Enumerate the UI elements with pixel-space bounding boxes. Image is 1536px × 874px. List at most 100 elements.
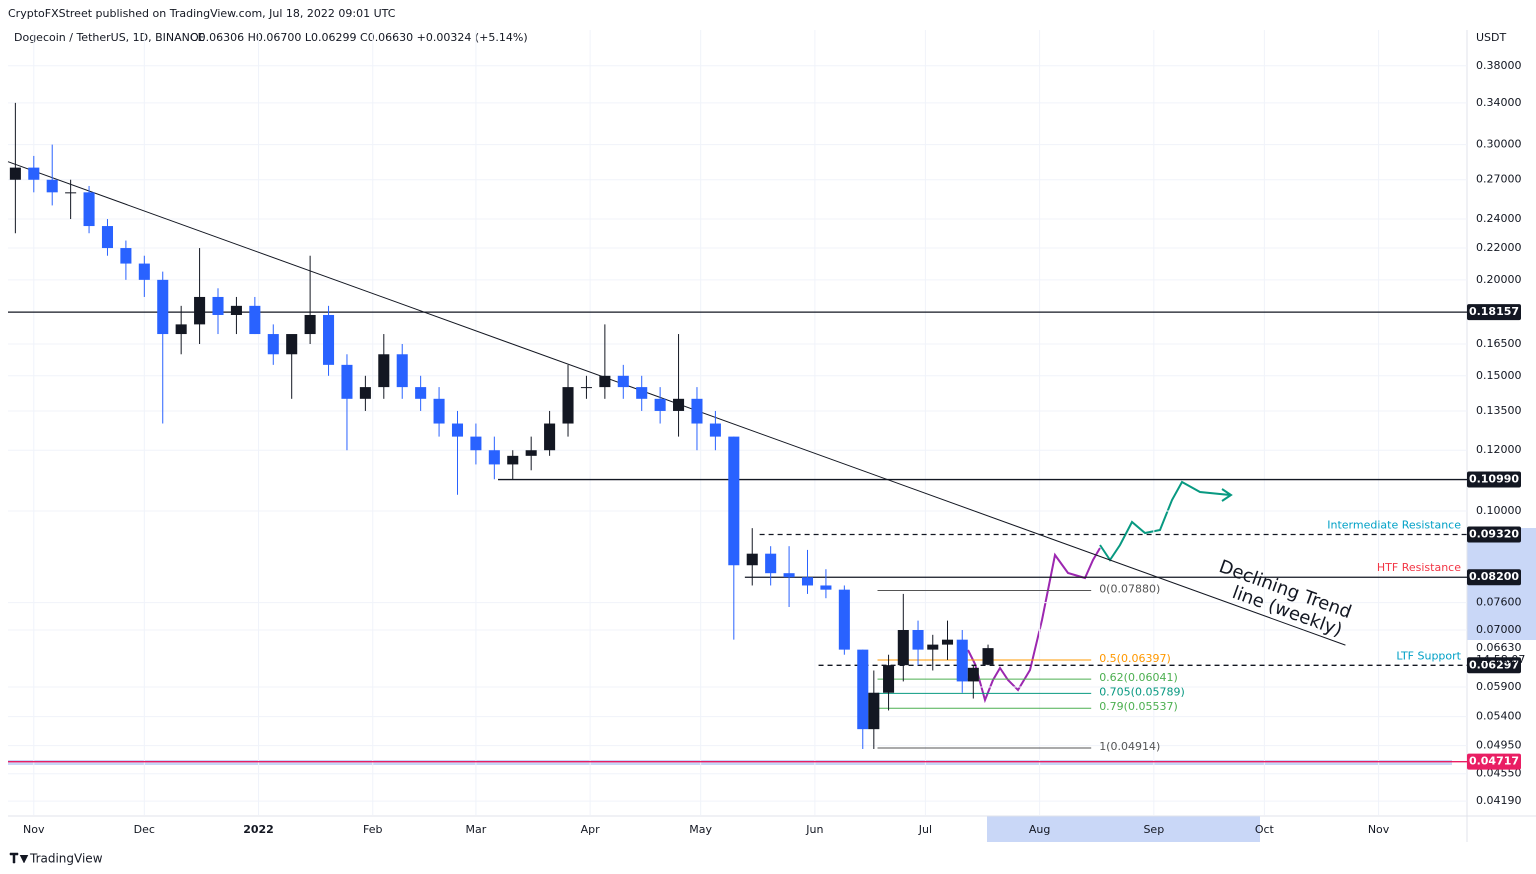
candle-body (927, 644, 939, 650)
x-tick-label: Mar (466, 823, 487, 836)
x-tick-label: Sep (1143, 823, 1164, 836)
last-price: 0.06630 (1476, 641, 1522, 654)
y-tick-label: 0.15000 (1476, 369, 1522, 382)
candle-body (138, 263, 150, 280)
y-tick-label: 0.05900 (1476, 680, 1522, 693)
y-tick-label: 0.22000 (1476, 241, 1522, 254)
candle-body (783, 573, 795, 578)
candle-body (46, 179, 58, 193)
x-tick-label: Jul (918, 823, 932, 836)
candle-body (857, 649, 869, 730)
x-tick-label: Nov (23, 823, 45, 836)
projection-path (1099, 480, 1233, 562)
zone-band (8, 760, 1452, 765)
x-tick-label: 2022 (243, 823, 274, 836)
candle-body (101, 226, 114, 249)
x-tick-label: May (689, 823, 712, 836)
candle-body (746, 553, 758, 566)
y-tick-label: 0.20000 (1476, 273, 1522, 286)
y-unit: USDT (1476, 31, 1507, 44)
fib-label: 0(0.07880) (1099, 583, 1160, 596)
candle-body (230, 305, 242, 315)
y-tick-label: 0.30000 (1476, 138, 1522, 151)
fib-label: 0.79(0.05537) (1099, 700, 1178, 713)
y-tick-label: 0.13500 (1476, 404, 1522, 417)
candle-body (157, 279, 169, 335)
candle-body (525, 450, 537, 456)
x-tick-label: Nov (1368, 823, 1390, 836)
price-tag-label: 0.06297 (1469, 658, 1519, 671)
candle-body (956, 639, 968, 682)
fib-label: 0.5(0.06397) (1099, 652, 1171, 665)
price-tag (1467, 569, 1521, 586)
y-tick-label: 0.07000 (1476, 623, 1522, 636)
candle-body (415, 387, 427, 399)
x-tick-label: Feb (363, 823, 382, 836)
candle-body (728, 436, 740, 566)
candle-body (801, 577, 814, 586)
y-tick-label: 0.10000 (1476, 504, 1522, 517)
candle-body (838, 589, 850, 650)
candle-body (982, 648, 994, 665)
candle-body (267, 334, 279, 355)
candle-body (396, 354, 408, 388)
x-tick-label: Aug (1029, 823, 1050, 836)
x-tick-label: Jun (805, 823, 823, 836)
candle-body (765, 553, 777, 574)
y-tick-label: 0.04190 (1476, 794, 1522, 807)
price-tag-label: 0.09320 (1469, 528, 1519, 541)
candle-body (912, 630, 924, 650)
level-note: Intermediate Resistance (1327, 519, 1461, 532)
level-note: HTF Resistance (1377, 561, 1461, 574)
x-range-highlight (987, 816, 1260, 842)
y-tick-label: 0.04550 (1476, 767, 1522, 780)
countdown: 14:58:07 (1476, 653, 1525, 666)
candle-body (65, 192, 77, 194)
candle-body (304, 314, 316, 335)
price-tag-label: 0.10990 (1469, 473, 1519, 486)
candle-body (9, 167, 21, 180)
y-tick-label: 0.24000 (1476, 212, 1522, 225)
fib-label: 0.705(0.05789) (1099, 685, 1185, 698)
candle-body (470, 436, 482, 451)
price-tag (1467, 657, 1521, 674)
candle-body (451, 423, 464, 437)
y-tick-label: 0.05400 (1476, 710, 1522, 723)
candle-body (212, 296, 224, 315)
candle-body (691, 398, 703, 424)
candle-body (544, 423, 556, 451)
candle-body (83, 192, 95, 227)
y-tick-label: 0.16500 (1476, 337, 1522, 350)
candle-body (359, 387, 371, 399)
candle-body (433, 398, 445, 424)
x-tick-label: Oct (1255, 823, 1275, 836)
brand: TradingView (29, 852, 103, 866)
y-tick-label: 0.04950 (1476, 739, 1522, 752)
y-tick-label: 0.07600 (1476, 596, 1522, 609)
candle-body (341, 364, 353, 399)
symbol: Dogecoin / TetherUS, 1D, BINANCE (14, 31, 205, 44)
candle-body (507, 455, 519, 465)
price-tag-label: 0.08200 (1469, 570, 1519, 583)
candle-body (378, 354, 390, 388)
y-tick-label: 0.34000 (1476, 96, 1522, 109)
candle-body (120, 248, 132, 264)
candle-body (28, 167, 40, 180)
candle-body (883, 665, 895, 693)
price-tag (1467, 526, 1521, 543)
candle-body (249, 305, 261, 335)
candle-body (617, 375, 629, 388)
candle-body (709, 423, 721, 437)
candle-body (967, 667, 979, 682)
candle-body (636, 387, 648, 399)
candle-body (488, 450, 500, 465)
y-tick-label: 0.12000 (1476, 443, 1522, 456)
candle-body (323, 314, 335, 365)
candle-body (562, 387, 574, 424)
price-tag (1467, 753, 1521, 770)
published-note: CryptoFXStreet published on TradingView.… (8, 7, 396, 20)
candle-body (820, 585, 832, 590)
x-tick-label: Dec (134, 823, 155, 836)
